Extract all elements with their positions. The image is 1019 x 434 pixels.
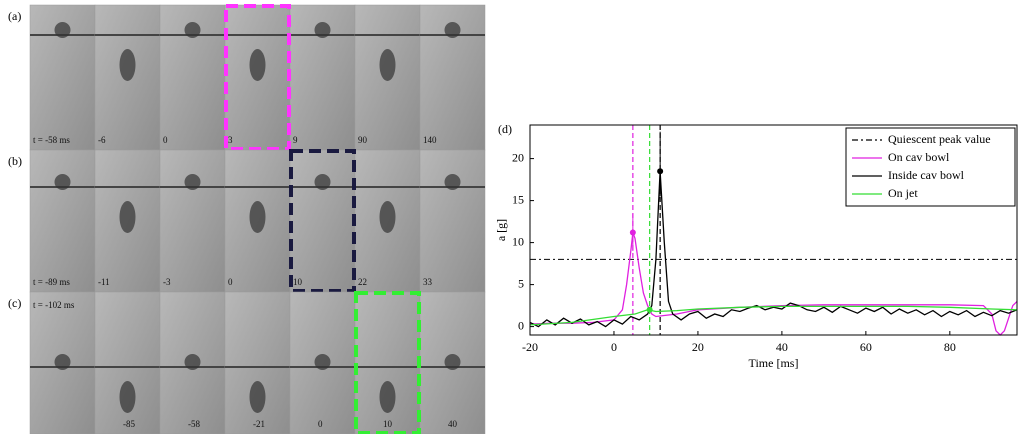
legend-label: On cav bowl [888, 150, 950, 164]
frame-time: -11 [98, 277, 110, 287]
frame-time: t = -102 ms [33, 300, 75, 310]
photo-frame [159, 149, 226, 293]
frame-time: 33 [423, 277, 433, 287]
drop-shape [379, 201, 396, 233]
frame-time: t = -89 ms [33, 277, 70, 287]
y-axis-label: a [g] [494, 219, 508, 241]
drop-shape [314, 354, 331, 370]
drop-shape [54, 22, 71, 38]
x-axis-label: Time [ms] [749, 356, 799, 370]
y-tick-label: 5 [518, 276, 524, 290]
frame-time: 10 [383, 419, 393, 429]
drop-shape [444, 354, 461, 370]
drop-shape [314, 22, 331, 38]
frame-time: 0 [318, 419, 323, 429]
row-label: (b) [8, 154, 22, 168]
series-line [529, 171, 1018, 328]
photo-grid: (a) t = -58 ms -6 0 3 9 90 140 (b) t = -89 ms -11 -… [8, 4, 486, 434]
drop-shape [184, 22, 201, 38]
drop-shape [379, 381, 396, 413]
drop-shape [54, 174, 71, 190]
drop-shape [444, 22, 461, 38]
frame-time: 0 [228, 277, 233, 287]
frame-time: t = -58 ms [33, 135, 70, 145]
x-tick-label: 40 [776, 340, 788, 354]
drop-shape [184, 174, 201, 190]
frame-time: -85 [123, 419, 135, 429]
highlight-box [224, 4, 291, 151]
frame-time: 3 [228, 135, 233, 145]
y-tick-label: 20 [512, 150, 524, 164]
highlight-box [354, 291, 421, 434]
chart: (d) -20 0 20 40 60 80 0 5 10 15 20 Time [ms] a [g] Qui… [494, 122, 1018, 370]
series-line [529, 305, 1018, 326]
drop-shape [119, 49, 136, 81]
drop-shape [314, 174, 331, 190]
drop-shape [249, 381, 266, 413]
frame-time: -58 [188, 419, 200, 429]
frame-time: 140 [423, 135, 437, 145]
frame-time: 10 [293, 277, 303, 287]
drop-shape [54, 354, 71, 370]
frame-time: 0 [163, 135, 168, 145]
photo-frame [419, 149, 486, 293]
x-tick-label: -20 [522, 340, 538, 354]
x-tick-label: 80 [944, 340, 956, 354]
axes-frame [529, 124, 1018, 336]
drop-shape [184, 354, 201, 370]
row-label: (a) [8, 9, 21, 23]
frame-time: 9 [293, 135, 298, 145]
series-line [529, 232, 1018, 336]
chart-title: (d) [498, 122, 512, 136]
frame-time: 40 [448, 419, 458, 429]
legend-label: On jet [888, 186, 918, 200]
x-tick-label: 20 [692, 340, 704, 354]
drop-shape [119, 201, 136, 233]
row-label: (c) [8, 296, 21, 310]
x-tick-label: 0 [611, 340, 617, 354]
frame-time: -21 [253, 419, 265, 429]
legend-label: Quiescent peak value [888, 132, 991, 146]
peak-marker [646, 306, 653, 313]
drop-shape [119, 381, 136, 413]
y-tick-label: 15 [512, 192, 524, 206]
drop-shape [249, 49, 266, 81]
photo-frame [29, 149, 96, 293]
drop-shape [249, 201, 266, 233]
frame-time: 22 [358, 277, 367, 287]
frame-time: -3 [163, 277, 171, 287]
frame-time: 90 [358, 135, 368, 145]
y-tick-label: 10 [512, 234, 524, 248]
legend-box [845, 127, 1016, 207]
y-tick-label: 0 [518, 318, 524, 332]
legend-label: Inside cav bowl [888, 168, 965, 182]
peak-marker [629, 229, 636, 236]
drop-shape [444, 174, 461, 190]
drop-shape [379, 49, 396, 81]
photo-frame [289, 149, 356, 293]
x-tick-label: 60 [860, 340, 872, 354]
highlight-box [289, 149, 356, 293]
frame-time: -6 [98, 135, 106, 145]
peak-marker [657, 168, 664, 175]
